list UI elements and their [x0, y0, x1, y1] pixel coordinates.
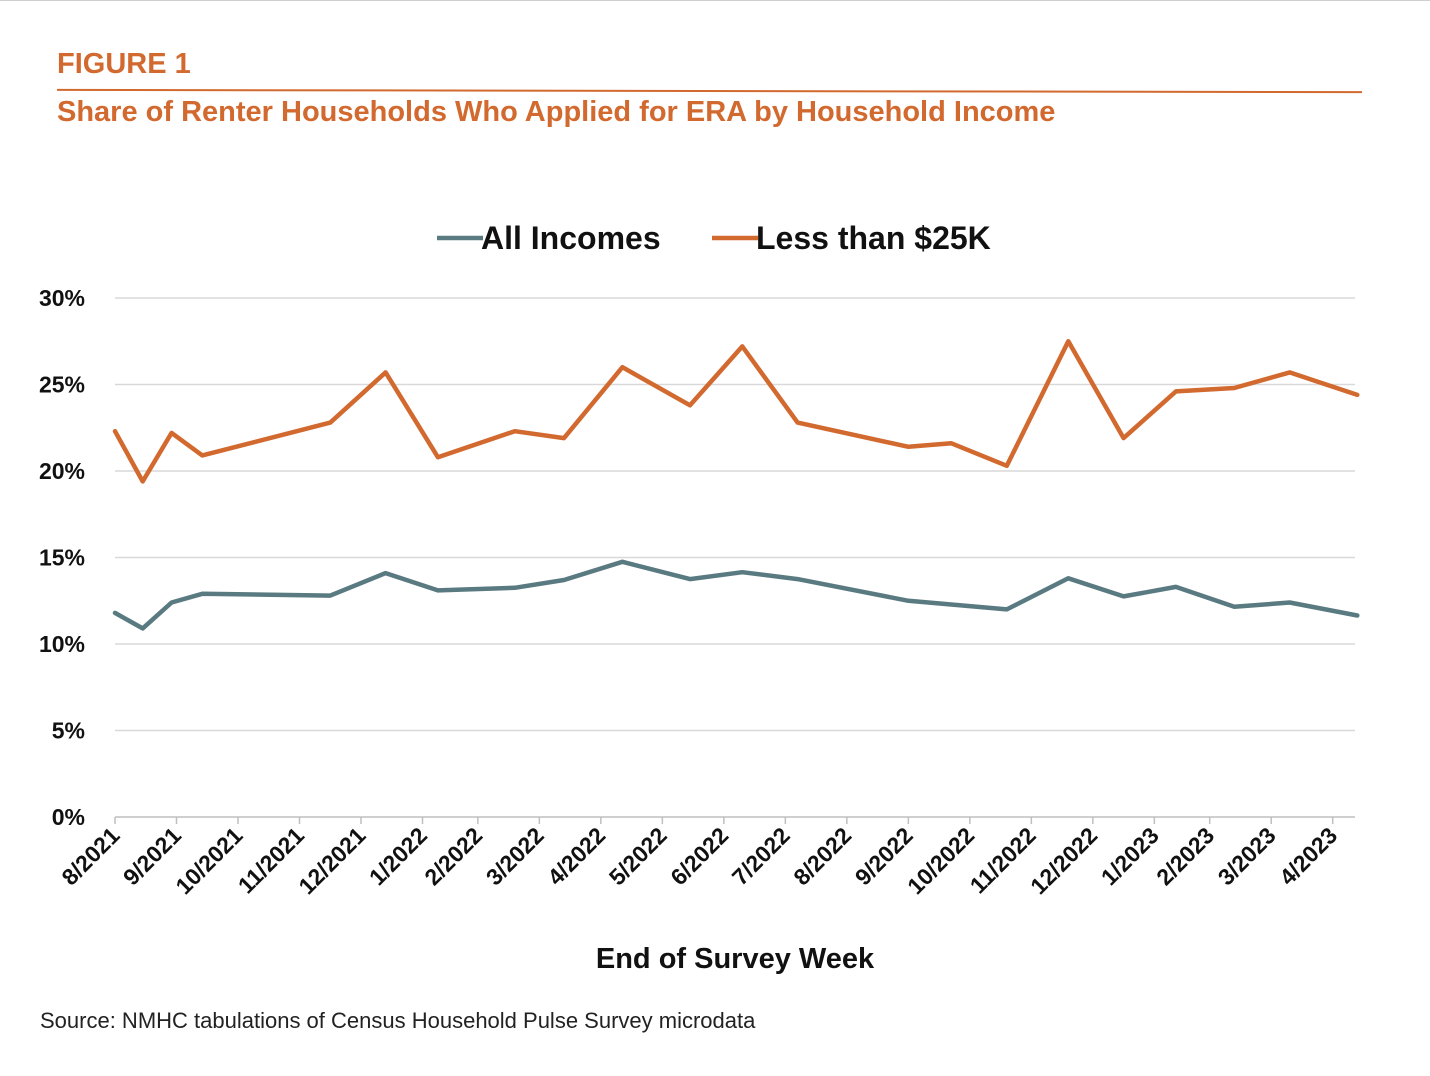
x-tick-label: 11/2022 [965, 822, 1041, 898]
series-lines [112, 339, 1360, 631]
x-tick-label: 5/2022 [604, 822, 672, 890]
legend-label: Less than $25K [756, 220, 991, 256]
x-tick-label: 8/2021 [56, 822, 124, 890]
y-tick-label: 25% [39, 372, 85, 398]
y-tick-label: 0% [52, 804, 85, 830]
line-chart: All Incomes Less than $25K 0% 5% 10% 15% 20% 2… [39, 220, 1360, 975]
y-tick-label: 20% [39, 458, 85, 484]
x-tick-label: 10/2022 [902, 822, 979, 899]
y-tick-label: 5% [52, 718, 85, 744]
x-tick-label: 10/2021 [170, 822, 247, 899]
x-tick-label: 12/2021 [293, 822, 370, 899]
x-tick-label: 7/2022 [727, 822, 795, 890]
x-tick-label: 3/2022 [481, 822, 549, 890]
x-axis: 8/20219/202110/202111/202112/20211/20222… [56, 816, 1355, 899]
x-tick-label: 8/2022 [788, 822, 856, 890]
series-line-all-incomes [112, 559, 1360, 631]
legend: All Incomes Less than $25K [437, 220, 991, 256]
top-border [0, 0, 1430, 1]
x-tick-label: 2/2023 [1151, 822, 1219, 890]
figure-label: FIGURE 1 [57, 48, 191, 80]
x-tick-label: 12/2022 [1025, 822, 1102, 899]
figure-title: Share of Renter Households Who Applied f… [57, 96, 1056, 128]
gridlines [115, 297, 1355, 732]
x-tick-label: 11/2021 [233, 822, 309, 898]
y-tick-label: 10% [39, 631, 85, 657]
y-tick-label: 15% [39, 545, 85, 571]
x-tick-label: 1/2022 [364, 822, 432, 890]
x-tick-label: 3/2023 [1213, 822, 1281, 890]
y-axis-ticks: 0% 5% 10% 15% 20% 25% 30% [39, 285, 85, 830]
x-tick-label: 2/2022 [419, 822, 487, 890]
x-axis-title: End of Survey Week [596, 943, 875, 975]
source-note: Source: NMHC tabulations of Census House… [40, 1008, 756, 1033]
x-tick-label: 6/2022 [665, 822, 733, 890]
x-tick-label: 4/2023 [1274, 822, 1342, 890]
x-tick-label: 1/2023 [1096, 822, 1164, 890]
legend-label: All Incomes [481, 220, 661, 256]
y-tick-label: 30% [39, 285, 85, 311]
x-tick-label: 4/2022 [542, 822, 610, 890]
series-line-less-than-25k [112, 339, 1360, 484]
